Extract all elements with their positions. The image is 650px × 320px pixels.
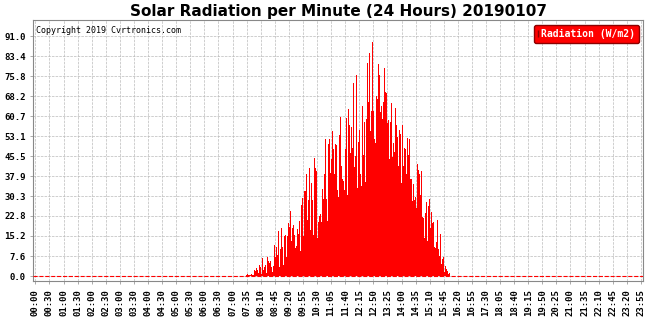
Text: Copyright 2019 Cvrtronics.com: Copyright 2019 Cvrtronics.com bbox=[36, 26, 181, 35]
Title: Solar Radiation per Minute (24 Hours) 20190107: Solar Radiation per Minute (24 Hours) 20… bbox=[130, 4, 547, 19]
Legend: Radiation (W/m2): Radiation (W/m2) bbox=[534, 25, 638, 43]
